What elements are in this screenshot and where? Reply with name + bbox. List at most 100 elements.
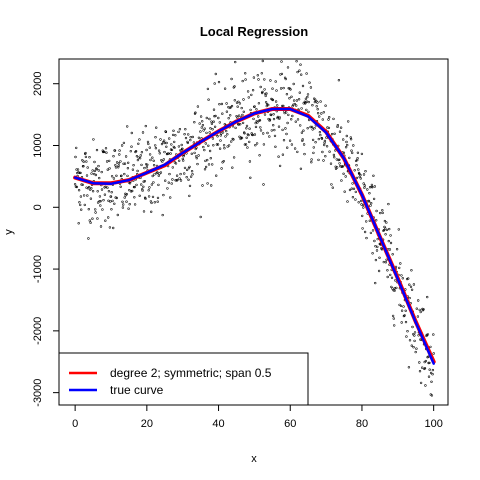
data-point	[375, 219, 378, 222]
data-point	[388, 227, 391, 231]
data-point	[80, 183, 83, 186]
data-point	[281, 153, 285, 156]
data-point	[142, 210, 146, 213]
data-point	[244, 143, 248, 146]
y-axis: -3000 -2000 -1000 0 1000 2000	[32, 71, 59, 407]
data-point	[107, 159, 111, 163]
data-point	[183, 172, 186, 175]
data-point	[140, 163, 143, 167]
data-point	[295, 59, 298, 63]
data-point	[141, 189, 144, 192]
data-point	[126, 167, 130, 170]
data-point	[248, 127, 251, 130]
data-point	[258, 154, 261, 157]
data-point	[171, 178, 174, 181]
data-point	[214, 114, 217, 118]
data-point	[135, 155, 139, 158]
data-point	[168, 137, 171, 140]
data-point	[233, 85, 236, 88]
data-point	[222, 160, 225, 163]
data-point	[79, 171, 82, 175]
data-point	[142, 185, 145, 189]
data-point	[117, 164, 120, 168]
data-point	[133, 203, 137, 206]
data-point	[229, 114, 232, 117]
data-point	[260, 72, 263, 75]
data-point	[254, 144, 257, 147]
data-point	[91, 217, 94, 220]
data-point	[171, 133, 175, 137]
data-point	[365, 220, 368, 223]
data-point	[343, 190, 346, 193]
data-point	[319, 100, 322, 103]
data-point	[203, 127, 206, 130]
data-point	[125, 193, 129, 196]
y-tick-label: 1000	[32, 133, 44, 157]
data-point	[395, 286, 398, 290]
data-point	[86, 194, 89, 197]
data-point	[113, 149, 117, 152]
data-point	[395, 248, 399, 251]
data-point	[125, 125, 129, 128]
data-point	[177, 145, 181, 148]
data-point	[290, 95, 293, 99]
data-point	[136, 169, 139, 173]
data-point	[251, 133, 255, 137]
data-point	[407, 366, 411, 369]
data-point	[143, 166, 146, 170]
data-point	[85, 160, 88, 163]
data-point	[373, 185, 376, 188]
data-point	[247, 96, 251, 99]
data-point	[189, 175, 193, 178]
data-point	[372, 197, 376, 201]
data-point	[371, 252, 374, 255]
data-point	[203, 148, 206, 152]
data-point	[357, 201, 360, 204]
data-point	[104, 219, 107, 222]
data-point	[288, 97, 291, 100]
data-point	[298, 91, 301, 94]
data-point	[360, 152, 364, 156]
data-point	[115, 161, 119, 164]
data-point	[297, 98, 301, 101]
data-point	[158, 152, 162, 155]
data-point	[426, 333, 430, 336]
data-point	[189, 138, 192, 142]
data-point	[401, 277, 404, 280]
data-point	[154, 144, 157, 147]
data-point	[203, 168, 207, 171]
data-point	[264, 101, 268, 104]
data-point	[422, 308, 425, 311]
data-point	[269, 79, 272, 82]
data-point	[167, 152, 170, 155]
data-point	[311, 138, 315, 142]
data-point	[353, 169, 356, 172]
data-point	[101, 208, 104, 211]
data-point	[252, 76, 256, 79]
legend-box	[58, 352, 309, 406]
data-point	[110, 175, 114, 178]
data-point	[147, 142, 150, 146]
data-point	[248, 160, 252, 163]
data-point	[218, 147, 222, 150]
data-point	[370, 202, 373, 205]
scatter-points	[73, 59, 435, 397]
data-point	[218, 102, 221, 106]
data-point	[150, 201, 153, 205]
data-point	[327, 126, 331, 130]
data-point	[218, 121, 222, 124]
data-point	[315, 105, 318, 108]
data-point	[215, 143, 219, 146]
data-point	[128, 189, 131, 192]
data-point	[430, 380, 433, 383]
data-point	[209, 127, 212, 130]
data-point	[366, 188, 369, 191]
data-point	[96, 201, 100, 204]
data-point	[384, 227, 387, 230]
data-point	[419, 381, 423, 385]
data-point	[157, 174, 161, 177]
data-point	[138, 194, 141, 198]
data-point	[390, 285, 393, 289]
data-point	[246, 90, 250, 93]
data-point	[143, 180, 147, 183]
